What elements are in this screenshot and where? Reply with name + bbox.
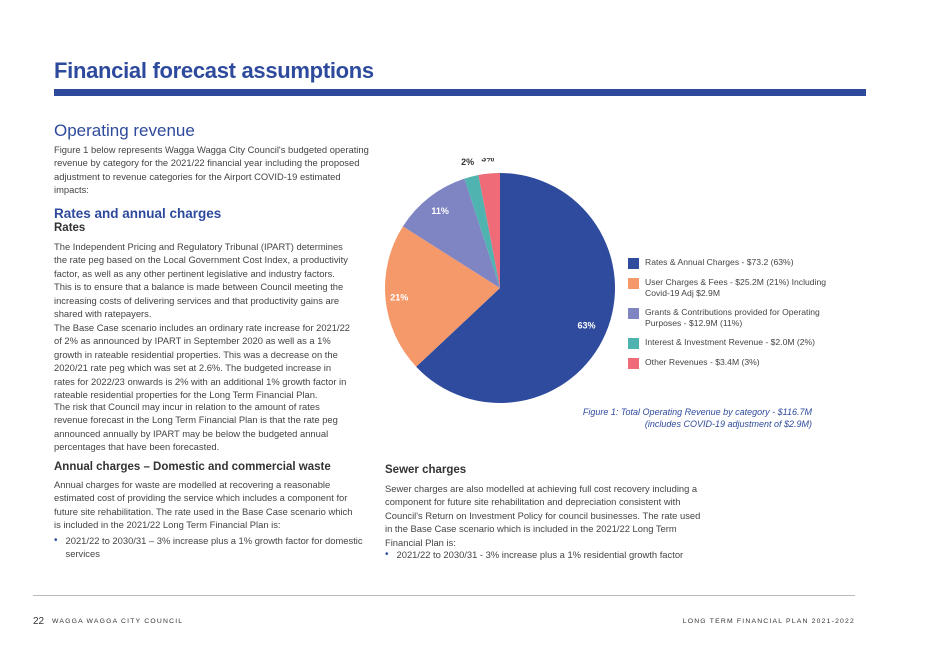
pie-slice [464, 175, 500, 288]
legend-label: Other Revenues - $3.4M (3%) [645, 357, 760, 367]
title-rule [54, 89, 866, 96]
legend-swatch [628, 358, 639, 369]
figure-caption-line-2: (includes COVID-19 adjustment of $2.9M) [644, 419, 812, 429]
revenue-pie-chart: 63% 21% 11% 2% 3% [385, 158, 616, 404]
rates-paragraph-1: The Independent Pricing and Regulatory T… [54, 241, 348, 320]
rates-heading: Rates and annual charges [54, 206, 222, 221]
waste-bullet-text: 2021/22 to 2030/31 – 3% increase plus a … [65, 535, 363, 560]
legend-item: Other Revenues - $3.4M (3%) [628, 357, 828, 369]
operating-revenue-heading: Operating revenue [54, 121, 195, 140]
bullet-dot-icon: • [54, 535, 58, 546]
figure-caption-line-1: Figure 1: Total Operating Revenue by cat… [582, 407, 812, 417]
pie-slice-label: 63% [578, 320, 596, 330]
chart-legend: Rates & Annual Charges - $73.2 (63%) User… [628, 257, 828, 377]
legend-item: User Charges & Fees - $25.2M (21%) Inclu… [628, 277, 828, 299]
legend-swatch [628, 338, 639, 349]
pie-slice-label: 21% [390, 293, 408, 303]
pie-slice [478, 173, 500, 288]
page-number: 22 [33, 616, 45, 627]
legend-item: Interest & Investment Revenue - $2.0M (2… [628, 337, 828, 349]
legend-swatch [628, 258, 639, 269]
legend-label: Interest & Investment Revenue - $2.0M (2… [645, 337, 816, 347]
rates-subheading: Rates [54, 222, 86, 234]
legend-swatch [628, 308, 639, 319]
operating-revenue-intro: Figure 1 below represents Wagga Wagga Ci… [54, 144, 369, 196]
waste-heading: Annual charges – Domestic and commercial… [54, 461, 331, 473]
sewer-bullet-text: 2021/22 to 2030/31 - 3% increase plus a … [396, 549, 684, 560]
pie-slice [385, 226, 500, 367]
footer-document-title: LONG TERM FINANCIAL PLAN 2021-2022 [682, 618, 855, 625]
pie-slice [402, 178, 500, 288]
waste-bullet: • 2021/22 to 2030/31 – 3% increase plus … [54, 534, 364, 561]
legend-label: Grants & Contributions provided for Oper… [645, 307, 820, 328]
page-title: Financial forecast assumptions [54, 58, 374, 83]
legend-item: Rates & Annual Charges - $73.2 (63%) [628, 257, 828, 269]
rates-paragraph-2: The Base Case scenario includes an ordin… [54, 322, 351, 401]
legend-swatch [628, 278, 639, 289]
legend-label: User Charges & Fees - $25.2M (21%) Inclu… [645, 277, 827, 298]
pie-slice [416, 173, 616, 404]
legend-label: Rates & Annual Charges - $73.2 (63%) [645, 257, 794, 267]
sewer-heading: Sewer charges [385, 464, 467, 476]
rates-paragraph-3: The risk that Council may incur in relat… [54, 401, 338, 453]
footer-rule [33, 595, 855, 596]
pie-slice-label: 2% [461, 158, 474, 167]
bullet-dot-icon: • [385, 549, 389, 560]
sewer-bullet: • 2021/22 to 2030/31 - 3% increase plus … [385, 548, 715, 561]
waste-paragraph: Annual charges for waste are modelled at… [54, 479, 353, 531]
pie-slice-label: 3% [481, 158, 494, 164]
footer-organisation: WAGGA WAGGA CITY COUNCIL [52, 618, 184, 625]
figure-caption: Figure 1: Total Operating Revenue by cat… [560, 406, 812, 430]
pie-slice-label: 11% [431, 206, 449, 216]
sewer-paragraph: Sewer charges are also modelled at achie… [385, 483, 701, 548]
legend-item: Grants & Contributions provided for Oper… [628, 307, 828, 329]
